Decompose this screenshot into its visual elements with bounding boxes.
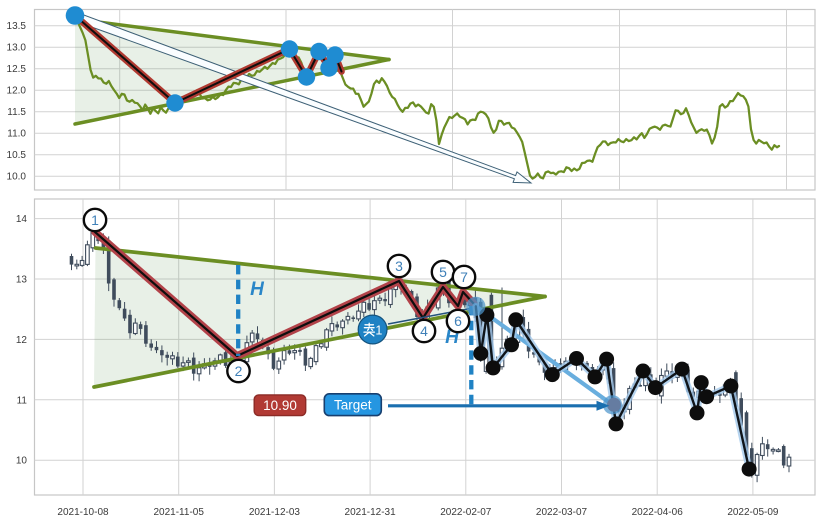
svg-text:2022-03-07: 2022-03-07: [536, 507, 588, 518]
svg-text:10.90: 10.90: [263, 398, 297, 413]
svg-text:10: 10: [16, 456, 28, 467]
svg-text:1: 1: [375, 323, 382, 337]
svg-text:13: 13: [16, 275, 28, 286]
svg-text:12: 12: [16, 335, 28, 346]
svg-text:H: H: [250, 279, 265, 300]
svg-text:11.5: 11.5: [7, 107, 26, 118]
svg-text:10.5: 10.5: [7, 150, 27, 161]
svg-text:11: 11: [17, 395, 28, 406]
svg-text:11.0: 11.0: [7, 129, 26, 140]
svg-text:7: 7: [460, 269, 468, 285]
svg-text:13.0: 13.0: [7, 43, 27, 54]
svg-text:2022-04-06: 2022-04-06: [632, 507, 684, 518]
svg-text:12.5: 12.5: [7, 64, 27, 75]
svg-text:2: 2: [235, 363, 243, 379]
svg-text:4: 4: [420, 323, 428, 339]
svg-text:Target: Target: [334, 398, 372, 413]
svg-text:2021-12-03: 2021-12-03: [249, 507, 301, 518]
svg-text:2022-02-07: 2022-02-07: [440, 507, 492, 518]
svg-text:1: 1: [91, 212, 99, 228]
svg-text:2021-12-31: 2021-12-31: [345, 507, 397, 518]
svg-text:12.0: 12.0: [7, 86, 27, 97]
svg-text:14: 14: [16, 214, 28, 225]
svg-text:6: 6: [454, 313, 462, 329]
svg-text:10.0: 10.0: [7, 172, 27, 183]
svg-text:3: 3: [395, 258, 403, 274]
svg-text:2021-10-08: 2021-10-08: [57, 507, 109, 518]
svg-text:2021-11-05: 2021-11-05: [153, 507, 204, 518]
svg-text:13.5: 13.5: [7, 21, 27, 32]
svg-text:5: 5: [439, 264, 447, 280]
svg-text:2022-05-09: 2022-05-09: [727, 507, 779, 518]
